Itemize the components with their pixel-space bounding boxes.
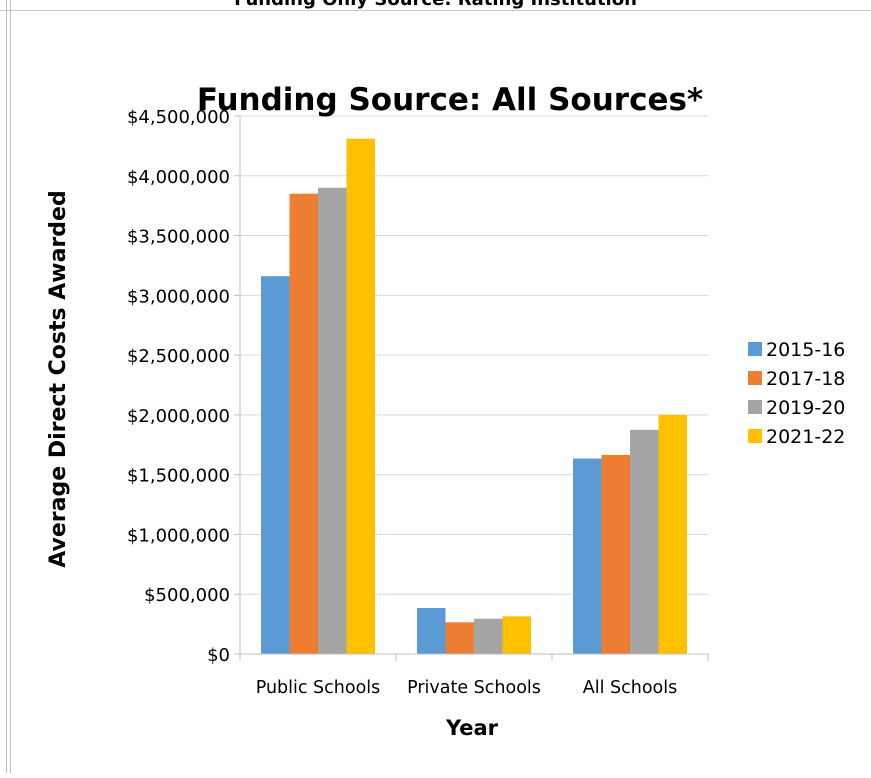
left-border-rule [6,0,7,773]
legend-label: 2021-22 [766,426,845,448]
y-tick-label: $2,000,000 [127,406,230,427]
bar-2017-18-private-schools [445,622,474,654]
y-tick-label: $4,000,000 [127,167,230,188]
x-axis-label: Year [445,716,499,740]
legend-swatch [748,371,762,385]
bar-2015-16-public-schools [261,276,290,654]
chart-container: $0 $500,000 $1,000,000 $1,500,000 $2,000,000… [22,28,871,778]
legend-label: 2019-20 [766,397,845,419]
x-tick-labels: Public Schools Private Schools All Schools [256,678,678,698]
legend-swatch [748,342,762,356]
bar-2019-20-all-schools [630,429,659,654]
bar-2015-16-all-schools [573,458,602,654]
bar-2021-22-public-schools [346,138,375,654]
y-tick-label: $1,000,000 [127,525,230,546]
legend: 2015-16 2017-18 2019-20 2021-22 [748,339,845,448]
left-border-rule-inner [10,0,11,773]
chart-title: Funding Source: All Sources* [197,82,703,118]
bar-2021-22-all-schools [658,414,687,654]
bar-2017-18-public-schools [289,193,318,654]
y-tick-label: $3,000,000 [127,286,230,307]
y-tick-label: $4,500,000 [127,107,230,128]
legend-swatch [748,429,762,443]
y-tick-label: $2,500,000 [127,346,230,367]
header-strip: Funding Only Source: Rating Institution [0,0,871,11]
y-tick-label: $3,500,000 [127,227,230,248]
legend-swatch [748,400,762,414]
legend-label: 2017-18 [766,368,845,390]
y-tick-label: $0 [207,645,230,666]
bar-2019-20-public-schools [318,187,347,654]
axes [234,115,709,661]
y-tick-label: $500,000 [144,585,230,606]
bar-2017-18-all-schools [601,454,630,654]
header-title: Funding Only Source: Rating Institution [0,0,871,10]
y-tick-label: $1,500,000 [127,466,230,487]
x-tick-label: Private Schools [407,678,541,698]
bars [261,138,687,654]
y-tick-labels: $0 $500,000 $1,000,000 $1,500,000 $2,000,000… [127,107,230,666]
bar-chart: $0 $500,000 $1,000,000 $1,500,000 $2,000,000… [46,82,845,740]
x-tick-label: All Schools [583,678,677,698]
y-axis-label: Average Direct Costs Awarded [46,190,71,567]
bar-2021-22-private-schools [502,616,531,654]
bar-2015-16-private-schools [417,607,446,654]
bar-2019-20-private-schools [474,618,503,654]
legend-label: 2015-16 [766,339,845,361]
x-tick-label: Public Schools [256,678,381,698]
